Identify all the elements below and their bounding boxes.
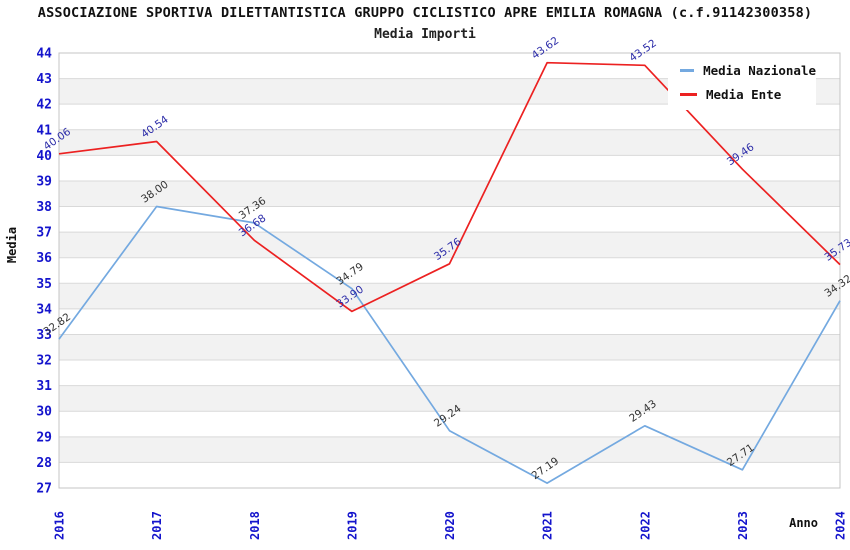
grid-band — [59, 129, 840, 156]
y-tick-label: 28 — [36, 456, 52, 471]
y-tick-label: 33 — [36, 328, 52, 343]
grid-band — [59, 232, 840, 258]
legend: Media Nazionale Media Ente — [668, 55, 816, 110]
x-tick-label: 2022 — [638, 511, 652, 540]
y-tick-label: 43 — [36, 72, 52, 87]
legend-swatch-media-ente-icon — [680, 93, 697, 96]
point-label: 43.52 — [627, 37, 659, 64]
legend-swatch-media-nazionale-icon — [680, 69, 695, 72]
y-tick-label: 37 — [36, 226, 52, 241]
grid-band — [59, 436, 840, 463]
grid-band — [59, 283, 840, 309]
y-tick-label: 35 — [36, 277, 52, 292]
legend-item-media-nazionale: Media Nazionale — [680, 63, 816, 78]
x-tick-label: 2023 — [736, 511, 750, 540]
y-tick-label: 44 — [36, 47, 52, 62]
x-axis-title: Anno — [789, 516, 818, 530]
y-tick-label: 36 — [36, 251, 52, 266]
grid-band — [59, 385, 840, 412]
series-line-media-ente — [58, 61, 841, 313]
x-tick-label: 2016 — [53, 511, 67, 540]
series-line-media-nazionale — [58, 205, 841, 484]
y-tick-label: 39 — [36, 174, 52, 189]
x-tick-label: 2017 — [150, 511, 164, 540]
x-tick-label: 2024 — [834, 511, 848, 540]
y-tick-label: 29 — [36, 430, 52, 445]
y-tick-label: 34 — [36, 302, 52, 317]
legend-label-media-nazionale: Media Nazionale — [703, 63, 816, 78]
grid-band — [59, 180, 840, 207]
plot-border — [58, 52, 841, 489]
chart-title: ASSOCIAZIONE SPORTIVA DILETTANTISTICA GR… — [37, 5, 813, 21]
y-tick-label: 42 — [36, 98, 52, 113]
y-tick-label: 40 — [36, 149, 52, 164]
chart-subtitle: Media Importi — [374, 27, 476, 42]
legend-item-media-ente: Media Ente — [680, 87, 816, 102]
x-tick-label: 2018 — [248, 511, 262, 540]
x-tick-label: 2019 — [345, 511, 359, 540]
y-tick-label: 32 — [36, 354, 52, 369]
x-tick-label: 2021 — [541, 511, 555, 540]
y-tick-label: 30 — [36, 405, 52, 420]
y-axis-title: Media — [5, 226, 19, 264]
y-tick-label: 41 — [36, 123, 52, 138]
x-tick-label: 2020 — [443, 511, 457, 540]
y-tick-label: 38 — [36, 200, 52, 215]
y-tick-label: 31 — [36, 379, 52, 394]
point-label: 43.62 — [530, 35, 562, 62]
y-tick-label: 27 — [36, 482, 52, 497]
grid-band — [59, 334, 840, 361]
legend-label-media-ente: Media Ente — [706, 87, 782, 102]
